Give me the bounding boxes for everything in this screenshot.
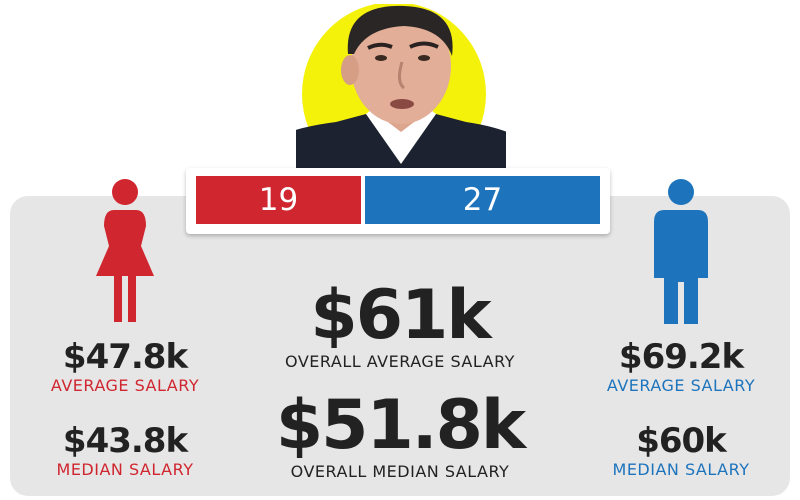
woman-icon [96, 179, 154, 322]
men-median-label: MEDIAN SALARY [612, 460, 750, 479]
men-median-stat: $60k MEDIAN SALARY [596, 422, 766, 480]
women-average-value: $47.8k [62, 337, 188, 377]
overall-median-stat: $51.8k OVERALL MEDIAN SALARY [250, 390, 550, 482]
overall-median-value: $51.8k [275, 386, 526, 465]
men-average-stat: $69.2k AVERAGE SALARY [596, 338, 766, 396]
women-median-label: MEDIAN SALARY [56, 460, 194, 479]
men-average-value: $69.2k [618, 337, 744, 377]
men-median-value: $60k [636, 421, 727, 461]
women-median-stat: $43.8k MEDIAN SALARY [40, 422, 210, 480]
overall-median-label: OVERALL MEDIAN SALARY [290, 462, 510, 481]
men-average-label: AVERAGE SALARY [606, 376, 756, 395]
men-count: 27 [365, 176, 600, 224]
man-icon [654, 179, 708, 324]
portrait-photo [296, 4, 506, 168]
women-count: 19 [196, 176, 361, 224]
women-average-stat: $47.8k AVERAGE SALARY [40, 338, 210, 396]
overall-average-stat: $61k OVERALL AVERAGE SALARY [250, 280, 550, 372]
women-median-value: $43.8k [62, 421, 188, 461]
gender-count-bar: 19 27 [186, 168, 610, 234]
women-average-label: AVERAGE SALARY [50, 376, 200, 395]
overall-average-value: $61k [310, 276, 491, 355]
overall-average-label: OVERALL AVERAGE SALARY [285, 352, 515, 371]
